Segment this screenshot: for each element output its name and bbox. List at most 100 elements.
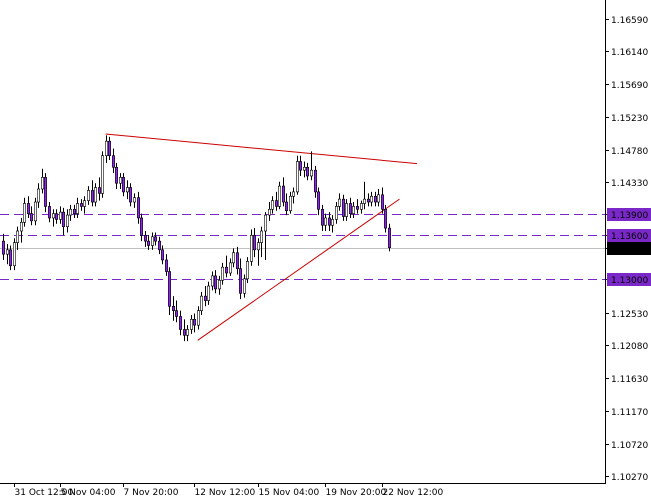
time-axis: 31 Oct 12:005 Nov 04:00 7 Nov 20:00 12 Nov…: [14, 483, 443, 498]
candle-body: [147, 240, 151, 246]
candle-body: [15, 230, 19, 243]
candle-body: [376, 194, 380, 203]
candle-body: [151, 236, 155, 246]
time-tick-label: 7 Nov 20:00: [124, 488, 179, 498]
price-tick-label: 1.13432: [611, 245, 648, 255]
candle-body: [197, 310, 201, 326]
candle-body: [172, 306, 176, 311]
price-tick-label: 1.14330: [611, 179, 648, 189]
candle-body: [211, 275, 215, 287]
candle-body: [26, 203, 30, 214]
candle-body: [105, 140, 109, 156]
candle-body: [369, 195, 373, 203]
candle-body: [274, 200, 278, 207]
candle-body: [94, 187, 98, 203]
candle-body: [366, 198, 370, 203]
candle-body: [284, 201, 288, 212]
candle-body: [323, 217, 327, 226]
candle-body: [80, 203, 84, 207]
candle-body: [327, 217, 331, 226]
candle-body: [43, 177, 47, 207]
price-tick-label: 1.13900: [611, 211, 648, 221]
candle-body: [263, 214, 267, 232]
candle-body: [229, 262, 233, 274]
candle-body: [122, 177, 126, 193]
candle-body: [58, 211, 62, 220]
candle-body: [22, 203, 26, 223]
candle-body: [348, 203, 352, 214]
candle-body: [137, 197, 141, 219]
candle-body: [288, 195, 292, 212]
candle-body: [101, 155, 105, 194]
candle-body: [316, 191, 320, 210]
candle-body: [36, 188, 40, 203]
candle-body: [161, 249, 165, 261]
candle-body: [253, 235, 257, 251]
candle-body: [309, 169, 313, 177]
candle-body: [259, 230, 263, 243]
time-tick-label: 19 Nov 20:00: [326, 488, 387, 498]
price-tick-label: 1.13600: [611, 232, 648, 242]
candle-body: [175, 310, 179, 317]
candle-body: [168, 271, 172, 307]
candle-body: [207, 285, 211, 301]
candle-body: [186, 329, 190, 336]
price-tick-label: 1.16140: [611, 48, 648, 58]
time-tick-label: 31 Oct 12:00: [15, 488, 74, 498]
candle-body: [281, 185, 285, 203]
candle-body: [277, 185, 281, 207]
candle-body: [179, 316, 183, 330]
candle-body: [54, 213, 58, 220]
candle-body: [302, 166, 306, 171]
current-price-tag: [607, 242, 651, 255]
candle-body: [83, 200, 87, 207]
candle-body: [183, 329, 187, 336]
time-tick-label: 5 Nov 04:00: [61, 488, 116, 498]
level-price-tag: [607, 273, 651, 286]
candle-body: [200, 295, 204, 311]
candle-body: [158, 240, 162, 251]
candle-body: [298, 161, 302, 171]
candle-body: [250, 235, 254, 262]
candle-body: [291, 191, 295, 197]
trendline-0: [105, 133, 418, 165]
price-tick-label: 1.12530: [611, 310, 648, 320]
price-tick-label: 1.11170: [611, 408, 648, 418]
candle-body: [129, 187, 133, 203]
candle-body: [236, 252, 240, 269]
price-tick-label: 1.12080: [611, 342, 648, 352]
price-tick-label: 1.14780: [611, 147, 648, 157]
candle-body: [344, 203, 348, 217]
candle-body: [1, 240, 6, 255]
candle-body: [190, 319, 194, 330]
price-axis: 1.16590 1.16140 1.15690 1.15230 1.14780 1.143…: [605, 16, 651, 483]
price-tick-label: 1.15690: [611, 81, 648, 91]
candle-body: [154, 236, 158, 242]
price-tick-label: 1.11630: [611, 375, 648, 385]
candle-body: [126, 187, 130, 193]
candle-body: [6, 249, 10, 255]
horizontal-levels: [0, 214, 605, 280]
candle-body: [355, 206, 359, 210]
candle-body: [144, 235, 148, 242]
candle-body: [19, 222, 23, 232]
candle-body: [341, 198, 345, 217]
candle-body: [51, 213, 55, 219]
candle-body: [351, 206, 355, 214]
candle-body: [246, 261, 250, 280]
candle-body: [140, 217, 144, 236]
candle-body: [373, 195, 377, 203]
candle-body: [204, 295, 208, 301]
candle-body: [133, 197, 137, 203]
candle-body: [98, 187, 102, 194]
level-price-tag: [607, 208, 651, 221]
price-tick-label: 1.13000: [611, 276, 648, 286]
candle-body: [33, 201, 37, 222]
candle-body: [270, 200, 274, 210]
candle-body: [267, 208, 271, 216]
candle-body: [112, 155, 116, 168]
candle-body: [225, 266, 229, 274]
price-tick-label: 1.10270: [611, 473, 648, 483]
candle-body: [165, 259, 169, 272]
